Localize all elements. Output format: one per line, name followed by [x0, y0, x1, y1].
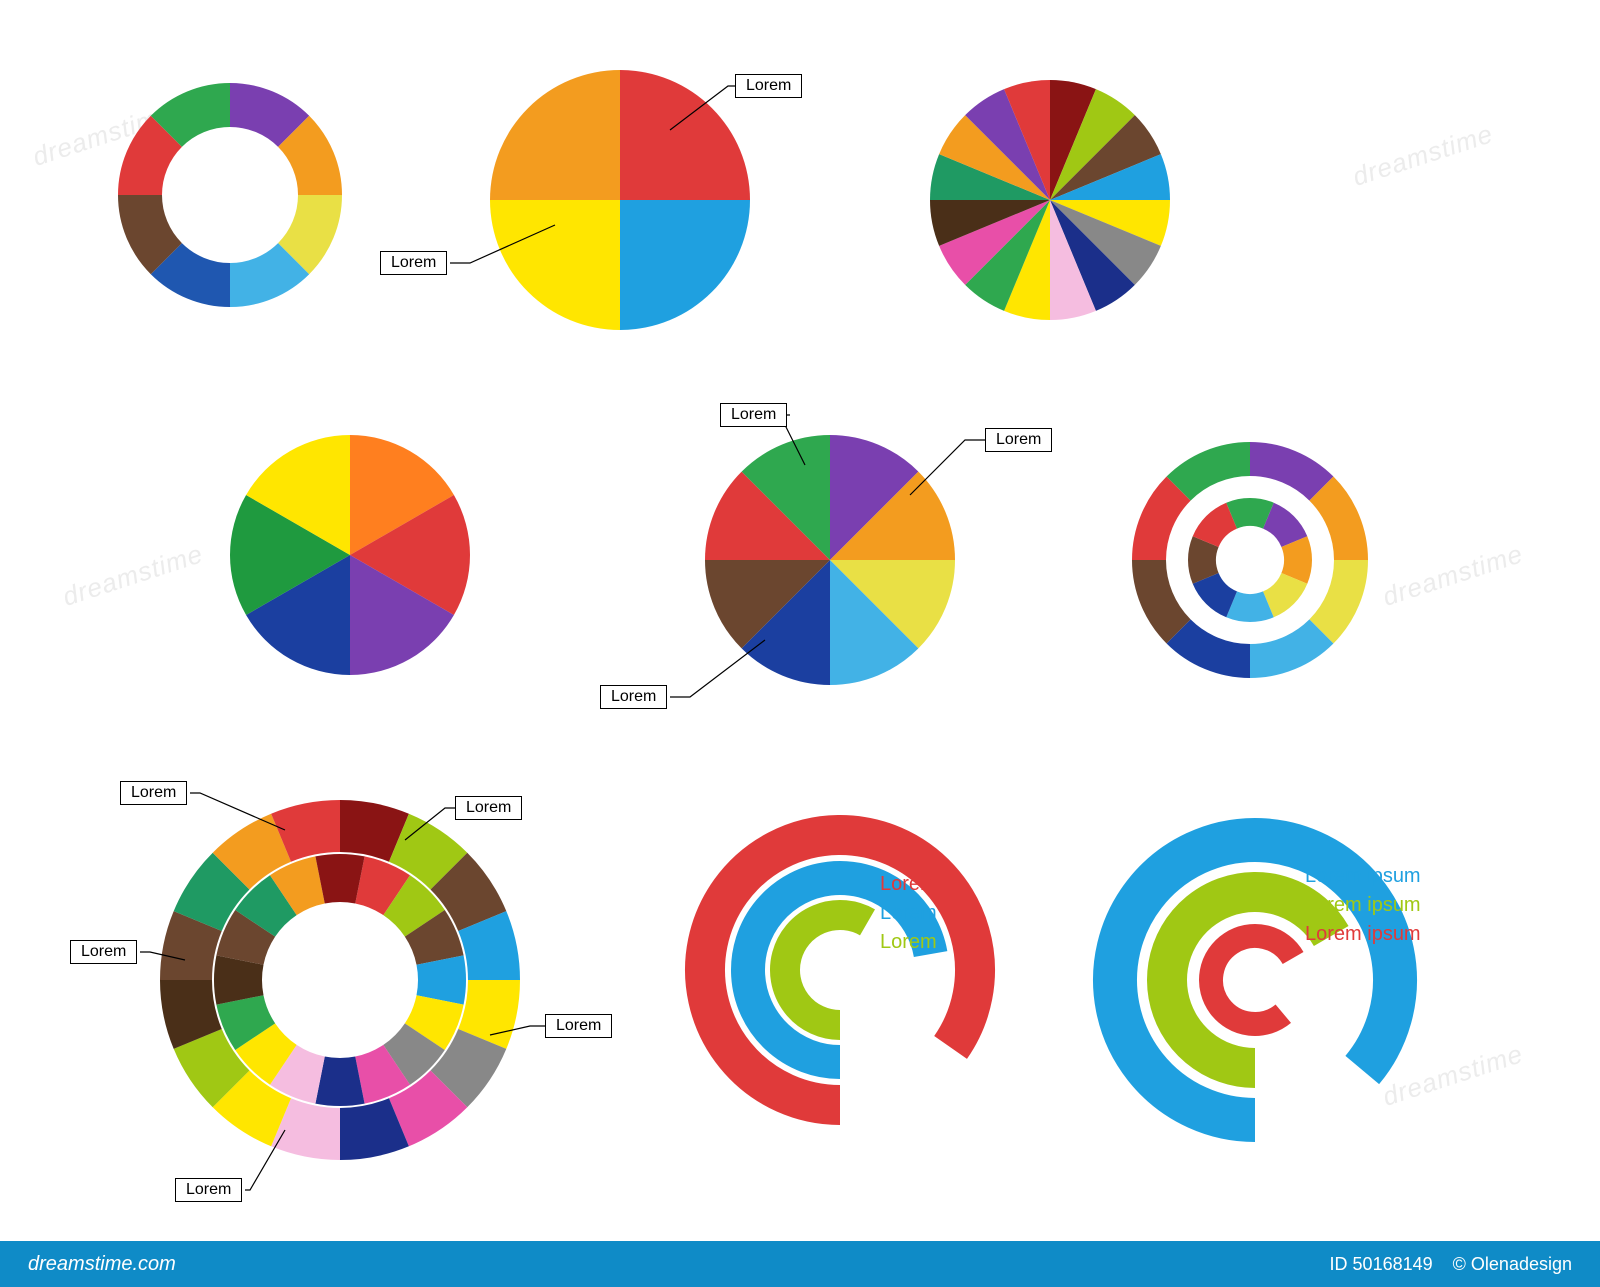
callout-pie4-1: Lorem [380, 251, 447, 275]
callout-pie8-2: Lorem [600, 685, 667, 709]
callout-bigdonut-4: Lorem [175, 1178, 242, 1202]
callout-pie8-0: Lorem [720, 403, 787, 427]
callout-pie8-1: Lorem [985, 428, 1052, 452]
legend-item: Lorem [880, 899, 937, 928]
footer-author: © Olenadesign [1453, 1254, 1572, 1274]
footer-bar: dreamstime.com ID 50168149 © Olenadesign [0, 1241, 1600, 1287]
legend-item: Lorem ipsum [1305, 891, 1421, 920]
chart-canvas [0, 0, 1600, 1241]
callout-pie4-0: Lorem [735, 74, 802, 98]
callout-bigdonut-1: Lorem [455, 796, 522, 820]
callout-bigdonut-3: Lorem [545, 1014, 612, 1038]
legend-item: Lorem ipsum [1305, 862, 1421, 891]
legend-item: Lorem [880, 870, 937, 899]
legend-item: Lorem ipsum [1305, 920, 1421, 949]
callout-bigdonut-2: Lorem [70, 940, 137, 964]
legend-radial-2: Lorem ipsumLorem ipsumLorem ipsum [1305, 862, 1421, 949]
legend-item: Lorem [880, 928, 937, 957]
legend-radial-1: LoremLoremLorem [880, 870, 937, 957]
callout-bigdonut-0: Lorem [120, 781, 187, 805]
footer-id: ID 50168149 [1330, 1254, 1433, 1274]
footer-brand: dreamstime.com [28, 1253, 176, 1276]
